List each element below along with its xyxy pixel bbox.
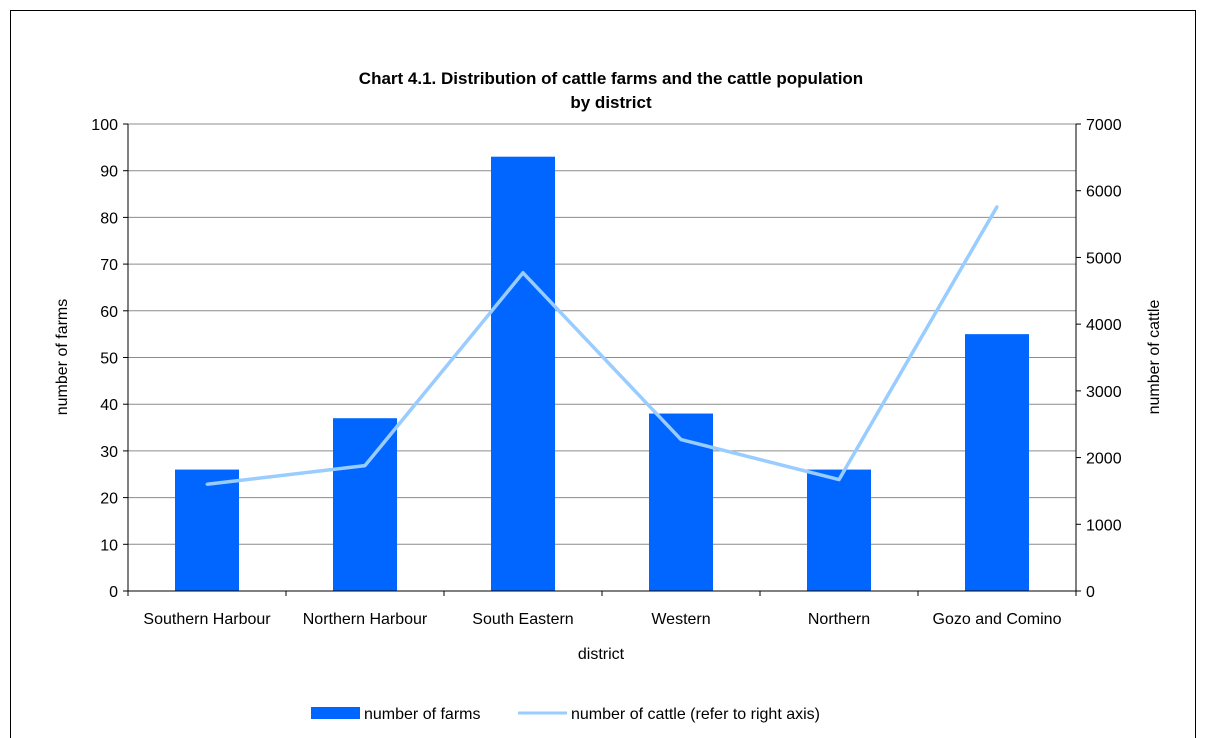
x-tick-label: South Eastern — [472, 611, 573, 628]
x-axis-ticks: Southern Harbour Northern Harbour South Ea… — [127, 591, 1077, 628]
line-point — [837, 478, 841, 482]
y-tick-label: 80 — [100, 210, 118, 227]
y-tick-label: 10 — [100, 537, 118, 554]
line-point — [205, 482, 209, 486]
y2-tick-label: 1000 — [1086, 517, 1122, 534]
bar-south-eastern — [491, 156, 555, 591]
line-series — [205, 205, 999, 486]
y-tick-label: 90 — [100, 164, 118, 181]
bar-series — [175, 156, 1029, 591]
line-point — [679, 438, 683, 442]
bar-gozo-and-comino — [965, 334, 1029, 591]
y2-tick-label: 0 — [1086, 584, 1095, 601]
bar-western — [649, 413, 713, 591]
y-tick-label: 70 — [100, 257, 118, 274]
bar-southern-harbour — [175, 469, 239, 591]
cattle-line — [206, 205, 999, 486]
x-tick-label: Northern — [808, 611, 870, 628]
legend-swatch-bar — [311, 707, 360, 719]
y2-tick-label: 5000 — [1086, 250, 1122, 267]
y2-axis-label: number of cattle — [1146, 300, 1163, 415]
y2-tick-label: 4000 — [1086, 317, 1122, 334]
y-axis-label: number of farms — [54, 299, 71, 415]
y2-tick-label: 7000 — [1086, 117, 1122, 134]
line-point — [521, 271, 525, 275]
x-tick-label: Northern Harbour — [303, 611, 428, 628]
chart-title: Chart 4.1. Distribution of cattle farms … — [359, 69, 863, 88]
y2-tick-label: 6000 — [1086, 184, 1122, 201]
bar-northern — [807, 469, 871, 591]
y-tick-label: 100 — [91, 117, 118, 134]
y-tick-label: 30 — [100, 444, 118, 461]
x-axis-label: district — [578, 646, 625, 663]
line-point — [995, 205, 999, 209]
y-tick-label: 60 — [100, 304, 118, 321]
x-tick-label: Gozo and Comino — [933, 611, 1062, 628]
y2-tick-label: 2000 — [1086, 451, 1122, 468]
x-tick-label: Western — [651, 611, 710, 628]
y-tick-label: 50 — [100, 351, 118, 368]
y2-tick-label: 3000 — [1086, 384, 1122, 401]
legend-label-bar: number of farms — [364, 706, 480, 723]
y-tick-label: 40 — [100, 397, 118, 414]
left-axis-ticks: 0 10 20 30 40 50 60 70 80 90 100 — [91, 117, 128, 601]
right-axis-ticks: 0 1000 2000 3000 4000 5000 6000 7000 — [1076, 117, 1122, 601]
line-point — [363, 464, 367, 468]
y-tick-label: 0 — [109, 584, 118, 601]
y-tick-label: 20 — [100, 491, 118, 508]
bar-northern-harbour — [333, 418, 397, 591]
chart-subtitle: by district — [570, 93, 652, 112]
legend: number of farms number of cattle (refer … — [311, 706, 820, 723]
gridlines — [128, 123, 1076, 545]
legend-label-line: number of cattle (refer to right axis) — [571, 706, 820, 723]
x-tick-label: Southern Harbour — [143, 611, 271, 628]
